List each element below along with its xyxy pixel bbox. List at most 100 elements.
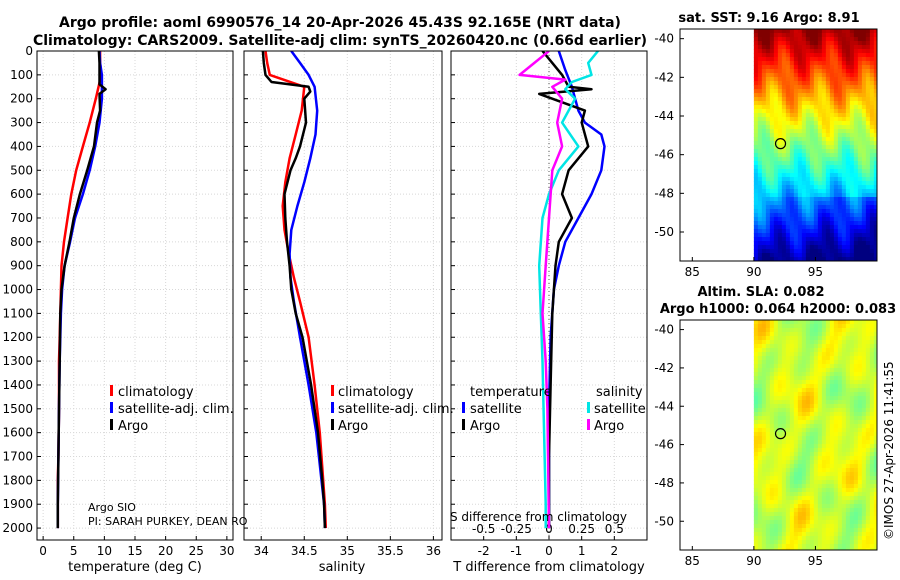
map-cell [757,57,763,62]
map-cell [873,77,877,82]
map-cell [785,257,791,261]
map-cell [789,508,795,513]
map-cell [753,85,759,90]
map-cell [801,352,807,357]
map-cell [833,49,839,54]
map-cell [845,77,851,82]
map-cell [833,233,839,238]
map-cell [789,221,795,226]
map-cell [797,65,803,70]
map-cell [753,336,759,341]
map-cell [869,476,875,481]
map-cell [845,432,851,437]
map-cell [849,169,855,174]
map-cell [813,169,819,174]
map-cell [865,37,871,42]
map-cell [757,460,763,465]
map-cell [825,117,831,122]
map-cell [829,229,835,234]
x-tick-label: 25 [189,544,204,558]
map-cell [853,181,859,186]
map-cell [793,500,799,505]
map-cell [777,328,783,333]
map-cell [809,484,815,489]
map-cell [873,253,877,258]
map-cell [757,105,763,110]
map-cell [753,169,759,174]
map-cell [785,173,791,178]
map-cell [841,161,847,166]
map-cell [789,480,795,485]
map-cell [861,432,867,437]
map-cell [817,460,823,465]
series-line-salinity-satellite [537,51,599,529]
map-cell [821,428,827,433]
map-cell [829,548,835,550]
map-cell [869,233,875,238]
map-cell [817,344,823,349]
map-cell [849,217,855,222]
map-cell [765,257,771,261]
map-cell [817,89,823,94]
map-cell [821,249,827,254]
map-cell [817,229,823,234]
map-cell [777,524,783,529]
map-cell [789,209,795,214]
map-cell [861,109,867,114]
map-cell [853,324,859,329]
map-cell [857,340,863,345]
map-cell [841,49,847,54]
map-cell [829,181,835,186]
map-cell [797,173,803,178]
map-cell [837,488,843,493]
map-cell [821,548,827,550]
map-cell [825,105,831,110]
map-cell [801,165,807,170]
map-cell [821,49,827,54]
map-cell [873,57,877,62]
map-cell [801,392,807,397]
map-cell [781,57,787,62]
map-cell [801,77,807,82]
map-cell [821,376,827,381]
map-cell [853,229,859,234]
map-cell [849,332,855,337]
map-cell [825,408,831,413]
map-cell [841,504,847,509]
map-cell [789,324,795,329]
map-cell [765,544,771,549]
map-cell [797,512,803,517]
map-cell [769,153,775,158]
lon-tick-label: 95 [808,265,823,279]
map-cell [777,149,783,154]
map-cell [825,53,831,58]
map-cell [781,460,787,465]
map-cell [861,372,867,377]
map-cell [821,444,827,449]
map-cell [849,209,855,214]
map-cell [821,257,827,261]
map-cell [817,221,823,226]
map-cell [809,105,815,110]
map-cell [777,141,783,146]
map-cell [857,548,863,550]
map-cell [865,416,871,421]
map-cell [769,496,775,501]
map-cell [821,492,827,497]
map-cell [837,512,843,517]
map-cell [757,368,763,373]
map-cell [853,468,859,473]
map-cell [869,257,875,261]
map-cell [797,61,803,66]
map-cell [809,536,815,541]
map-cell [773,133,779,138]
map-cell [765,189,771,194]
map-cell [873,189,877,194]
map-cell [797,328,803,333]
map-cell [789,225,795,230]
map-cell [829,153,835,158]
map-cell [841,153,847,158]
map-cell [817,29,823,34]
legend-swatch-climatology [110,385,113,396]
map-cell [865,488,871,493]
